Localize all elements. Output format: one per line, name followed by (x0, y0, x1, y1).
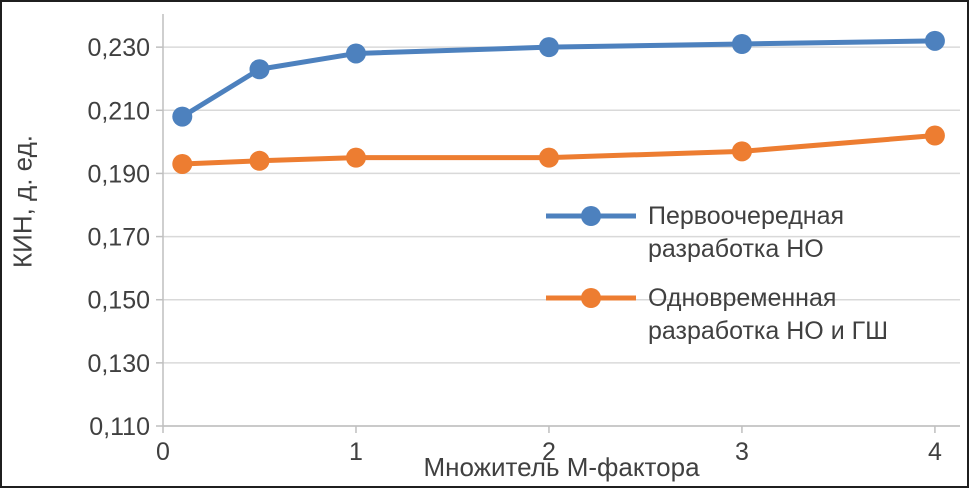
y-axis-title: КИН, д. ед. (7, 135, 38, 269)
data-point-marker (345, 147, 366, 168)
y-tick-label: 0,170 (87, 224, 150, 252)
data-point-marker (249, 59, 270, 80)
data-point-marker (345, 43, 366, 64)
data-point-marker (172, 106, 193, 127)
y-tick-label: 0,110 (89, 413, 150, 441)
legend: Первоочередная разработка НО Одновременн… (544, 200, 900, 348)
data-point-marker (538, 147, 559, 168)
y-tick-label: 0,230 (87, 34, 150, 62)
x-tick-label: 0 (156, 438, 170, 466)
legend-item-series-1: Первоочередная разработка НО (544, 200, 900, 266)
data-point-marker (249, 150, 270, 171)
data-point-marker (731, 141, 752, 162)
x-axis-title: Множитель М-фактора (423, 452, 700, 482)
x-tick-label: 4 (928, 438, 942, 466)
data-point-marker (924, 30, 945, 51)
legend-item-series-2: Одновременная разработка НО и ГШ (544, 282, 900, 348)
x-tick-label: 2 (542, 438, 556, 466)
data-point-marker (172, 153, 193, 174)
x-tick-label: 1 (349, 438, 363, 466)
series-line-1 (179, 38, 938, 120)
y-tick-label: 0,130 (87, 350, 150, 378)
legend-label-series-2: Одновременная разработка НО и ГШ (648, 284, 889, 345)
y-tick-label: 0,150 (87, 287, 150, 315)
legend-line-marker-blue (546, 206, 636, 226)
data-point-marker (538, 37, 559, 58)
data-point-marker (924, 125, 945, 146)
series-line-2 (179, 133, 938, 167)
x-tick-label: 3 (735, 438, 749, 466)
y-tick-label: 0,210 (87, 97, 150, 125)
legend-line-marker-orange (546, 288, 636, 308)
data-point-marker (731, 33, 752, 54)
y-tick-label: 0,190 (87, 160, 150, 188)
legend-label-series-1: Первоочередная разработка НО (648, 202, 845, 263)
